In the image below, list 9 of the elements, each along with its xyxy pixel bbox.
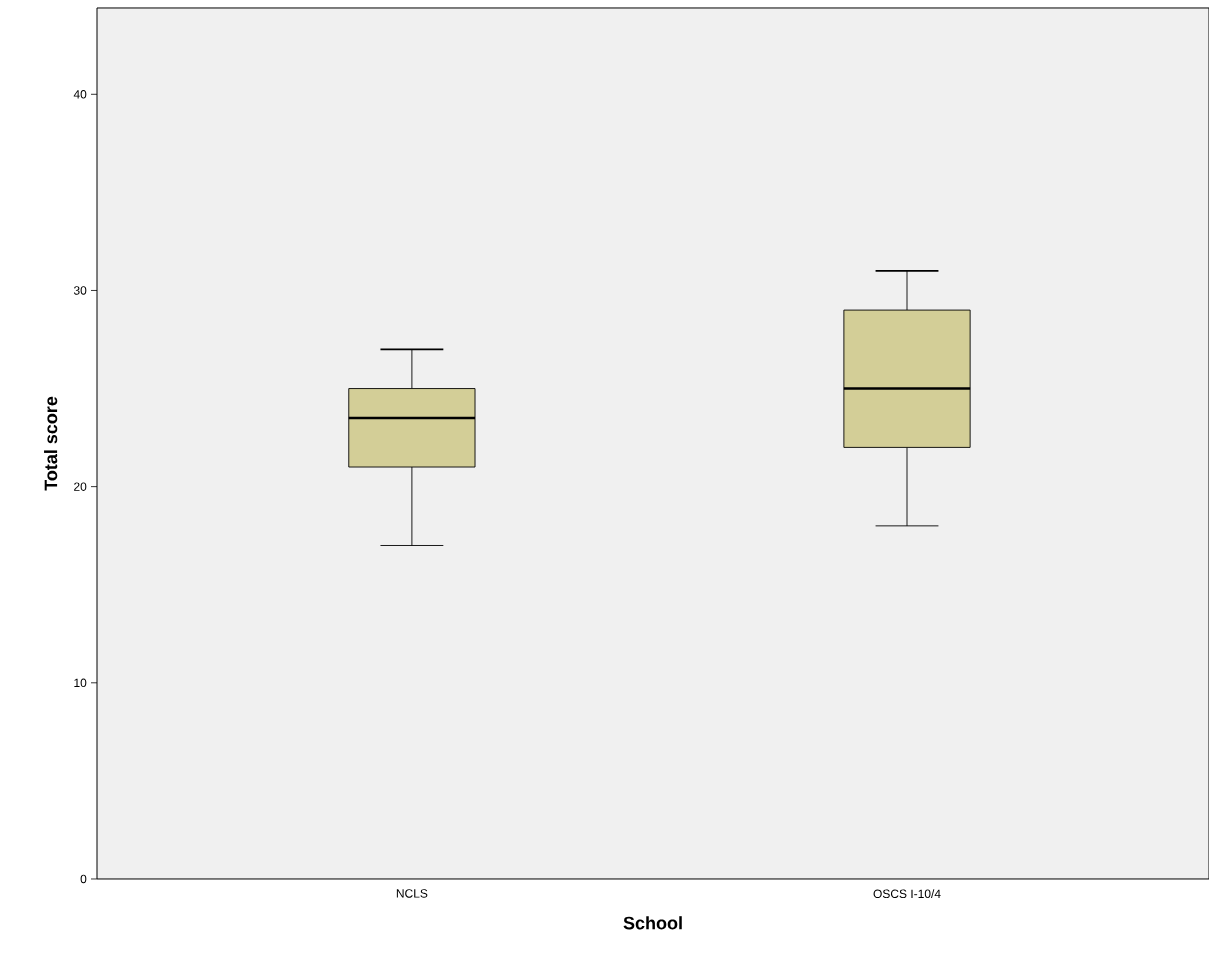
x-tick-label: OSCS I-10/4 (873, 889, 941, 898)
y-tick-label: 40 (73, 90, 87, 99)
x-axis-title: School (623, 916, 682, 930)
y-axis-title: Total score (44, 396, 58, 491)
y-tick-label: 20 (74, 482, 87, 491)
x-tick-label: NCLS (396, 889, 428, 898)
y-tick-label: 0 (80, 874, 87, 884)
y-tick-label: 10 (74, 678, 87, 688)
y-tick-label: 30 (73, 286, 87, 295)
